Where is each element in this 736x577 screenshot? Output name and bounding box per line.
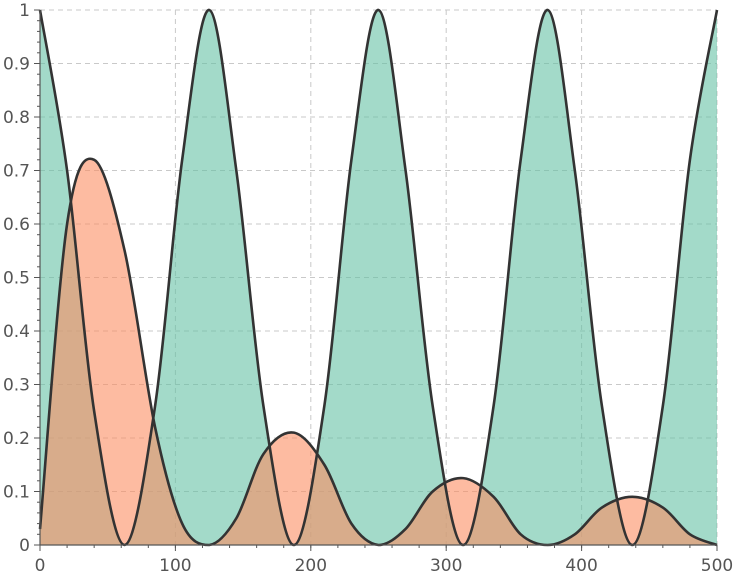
- series-1-area: [40, 9, 717, 546]
- y-tick-label: 0.7: [3, 162, 30, 182]
- y-tick-label: 0.3: [3, 376, 30, 396]
- x-tick-label: 300: [430, 556, 462, 576]
- series-2-line: [38, 157, 718, 547]
- tick-labels: 0 100 200 300 400 500 0 0.1 0.2 0.3 0.4 0.5 0.6 0.7 0.…: [3, 1, 733, 576]
- x-tick-label: 0: [35, 556, 46, 576]
- series-lines: [38, 8, 719, 547]
- y-tick-label: 0.1: [3, 483, 30, 503]
- x-tick-label: 100: [159, 556, 191, 576]
- y-tick-label: 0.6: [3, 215, 30, 235]
- x-tick-label: 200: [295, 556, 327, 576]
- y-tick-label: 0.2: [3, 429, 30, 449]
- x-tick-label: 500: [701, 556, 733, 576]
- x-tick-label: 400: [565, 556, 597, 576]
- y-tick-label: 0.8: [3, 108, 30, 128]
- y-tick-label: 0: [19, 536, 30, 556]
- y-tick-label: 1: [19, 1, 30, 21]
- y-tick-label: 0.4: [3, 322, 30, 342]
- y-tick-label: 0.9: [3, 55, 30, 75]
- series-areas: [40, 9, 717, 546]
- axes: [34, 9, 718, 551]
- series-1-line: [38, 8, 719, 547]
- series-2-area: [40, 158, 717, 545]
- y-tick-label: 0.5: [3, 269, 30, 289]
